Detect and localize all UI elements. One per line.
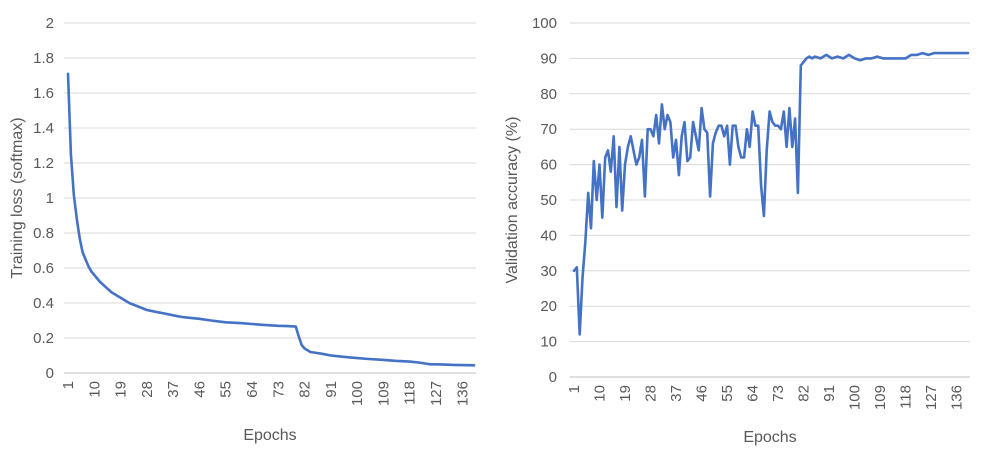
- y-tick-label: 100: [532, 15, 557, 32]
- x-tick-label: 19: [113, 381, 130, 398]
- y-tick-label: 0: [549, 369, 557, 386]
- y-tick-label: 40: [540, 227, 557, 244]
- x-tick-label: 64: [244, 381, 261, 398]
- x-tick-label: 10: [592, 385, 609, 402]
- x-tick-label: 118: [402, 381, 419, 405]
- y-tick-label: 0.4: [33, 295, 54, 312]
- x-tick-label: 28: [139, 381, 156, 398]
- x-tick-label: 55: [719, 385, 736, 402]
- x-tick-label: 82: [796, 385, 813, 402]
- x-tick-label: 46: [191, 381, 208, 398]
- training-loss-chart: 0 0.2 0.4 0.6 0.8 1 1.2 1.4 1.6 1.8 2 1 10 19 28 37 46 55…: [9, 15, 476, 444]
- x-tick-label: 1: [60, 381, 77, 389]
- y-tick-label: 60: [540, 157, 557, 174]
- x-tick-label: 136: [454, 381, 471, 406]
- x-axis-title: Epochs: [743, 429, 796, 446]
- x-tick-label: 109: [375, 381, 392, 406]
- x-tick-label: 118: [898, 385, 915, 409]
- x-tick-label: 37: [668, 385, 685, 402]
- x-tick-label: 127: [923, 385, 940, 410]
- series-line: [66, 72, 476, 367]
- x-tick-label: 46: [694, 385, 711, 402]
- y-tick-label: 0.8: [33, 225, 54, 242]
- y-tick-label: 30: [540, 263, 557, 280]
- y-axis-title: Validation accuracy (%): [504, 117, 521, 284]
- y-tick-label: 0.6: [33, 260, 54, 277]
- y-axis-title: Training loss (softmax): [9, 117, 26, 278]
- x-tick-label: 91: [323, 381, 340, 398]
- x-tick-label: 82: [297, 381, 314, 398]
- x-axis-title: Epochs: [243, 427, 296, 444]
- x-tick-label: 91: [821, 385, 838, 402]
- series-line: [572, 51, 970, 336]
- x-tick-label: 37: [165, 381, 182, 398]
- x-tick-label: 55: [218, 381, 235, 398]
- y-tick-label: 50: [540, 192, 557, 209]
- y-tick-label: 0: [46, 365, 54, 382]
- y-tick-label: 80: [540, 86, 557, 103]
- x-tick-label: 19: [617, 385, 634, 402]
- x-tick-label: 100: [349, 381, 366, 406]
- y-tick-label: 10: [540, 334, 557, 351]
- y-tick-label: 1.4: [33, 120, 54, 137]
- x-tick-label: 73: [770, 385, 787, 402]
- y-tick-label: 20: [540, 298, 557, 315]
- y-tick-label: 90: [540, 50, 557, 67]
- x-tick-label: 109: [872, 385, 889, 410]
- y-tick-label: 0.2: [33, 330, 54, 347]
- x-tick-label: 73: [270, 381, 287, 398]
- y-tick-label: 1.6: [33, 85, 54, 102]
- y-tick-label: 2: [46, 15, 54, 32]
- x-tick-label: 28: [643, 385, 660, 402]
- x-tick-label: 10: [86, 381, 103, 398]
- x-tick-label: 100: [847, 385, 864, 410]
- y-tick-label: 1.8: [33, 50, 54, 67]
- x-tick-label: 127: [428, 381, 445, 406]
- x-tick-label: 64: [745, 385, 762, 402]
- y-tick-label: 1: [46, 190, 54, 207]
- y-tick-label: 1.2: [33, 155, 54, 172]
- y-tick-label: 70: [540, 121, 557, 138]
- x-tick-label: 136: [949, 385, 966, 410]
- x-tick-label: 1: [566, 385, 583, 393]
